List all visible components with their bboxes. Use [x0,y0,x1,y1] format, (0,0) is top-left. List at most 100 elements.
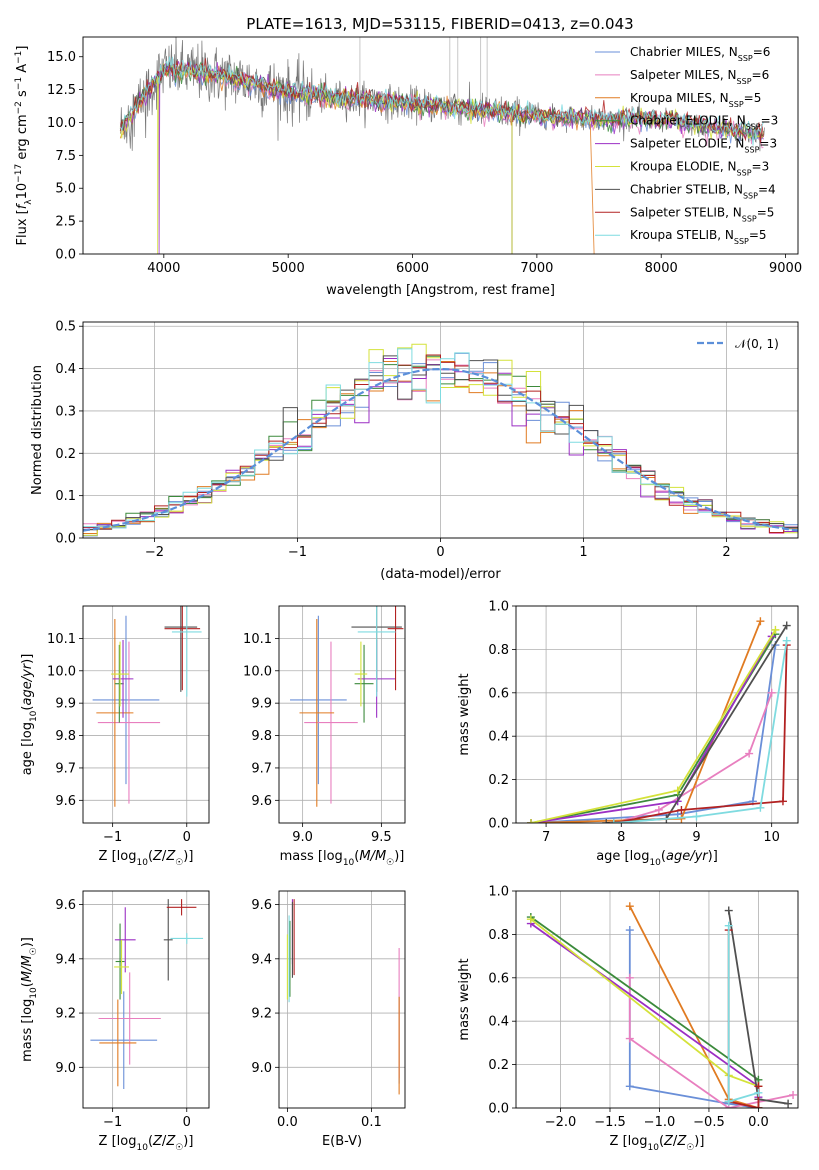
legend-entry: Kroupa STELIB, NSSP=5 [630,228,767,246]
label-part: Z [152,849,163,864]
x-tick-label: 7 [542,830,550,845]
x-tick-label: −1 [103,830,122,845]
label-part: SSP [737,168,752,177]
y-tick-label: 10.1 [47,632,76,647]
label-part: =6 [753,45,771,59]
label-part: Flux [ [15,209,30,245]
label-part: s [15,90,30,101]
x-axis-label: mass [log10(M/M☉)] [280,849,405,868]
label-part: mass [log [280,849,343,864]
label-part: / [162,1134,167,1149]
label-part: 10 [649,858,661,868]
x-tick-label: 0 [183,1115,191,1130]
y-tick-label: 0.1 [55,489,76,504]
weight-marker [673,786,682,795]
weight-line [628,930,759,1108]
weight-marker [602,819,611,823]
label-part: Z [676,1134,687,1149]
label-part: =5 [749,228,767,242]
label-part: 10 [29,987,39,999]
y-tick-label: 0.8 [488,643,509,658]
x-tick-label: 0 [183,830,191,845]
plot-area-z-mass [90,899,204,1090]
figure-title: PLATE=1613, MJD=53115, FIBERID=0413, z=0… [246,15,633,33]
y-tick-label: 15.0 [47,50,76,65]
label-part: ] [15,46,30,51]
y-axis-label: mass [log10(M/M☉)] [20,937,39,1062]
y-tick-label: 5.0 [55,182,76,197]
legend-entry: Salpeter STELIB, NSSP=5 [630,205,774,223]
label-part: )] [183,1134,193,1149]
y-tick-label: 1.0 [488,885,509,900]
y-tick-label: 0.0 [55,248,76,263]
label-part: ( [20,706,35,711]
label-part: ☉ [175,1143,183,1153]
y-tick-label: 0.4 [488,730,509,745]
y-axis-label: Flux [fλ10−17 erg cm−2 s−1 A−1] [14,46,34,246]
y-tick-label: 9.7 [251,761,272,776]
axes-frame-age-weight [515,605,799,824]
label-part: M/M [20,955,35,982]
label-part: age [log [596,849,649,864]
y-tick-label: 9.9 [55,697,76,712]
x-tick-label: −1.5 [594,1115,626,1130]
y-tick-label: 9.8 [251,729,272,744]
x-tick-label: −1 [103,1115,122,1130]
y-tick-label: 0.0 [55,532,76,547]
x-tick-label: 8 [617,830,625,845]
x-tick-label: 0 [436,545,444,560]
label-part: SSP [734,237,749,246]
y-tick-label: 2.5 [55,215,76,230]
axes-z-mass: −1 09.09.29.49.6Z [log10(Z/Z☉)]mass [log1… [20,890,210,1153]
y-tick-label: 9.4 [251,952,272,967]
weight-line [613,640,788,823]
label-part: f [15,202,30,209]
legend-entry: Chabrier ELODIE, NSSP=3 [630,114,778,132]
weight-marker [771,625,780,634]
y-tick-label: 9.6 [251,898,272,913]
plot-area-z-age [92,606,202,807]
weight-line [530,633,777,823]
label-part: Chabrier ELODIE, N [630,114,746,128]
x-axis-label: Z [log10(Z/Z☉)] [610,1134,705,1153]
weight-marker [526,915,535,924]
axes-frame-spectrum [82,36,799,255]
axes-spectrum: 4000 5000 6000 7000 8000 9000 0.0 2.5 5.0 7.5 10.0… [14,36,802,298]
axes-frame-z-weight [515,890,799,1109]
label-part: 10 [647,1143,659,1153]
y-tick-label: 0.4 [55,362,76,377]
weight-line [530,629,777,823]
weight-marker [609,819,618,823]
label-part: =3 [752,160,770,174]
x-tick-label: −2 [145,545,164,560]
label-part: 10 [136,1143,148,1153]
y-tick-label: 9.7 [55,761,76,776]
label-part: )] [20,654,35,664]
y-tick-label: 9.4 [55,952,76,967]
plot-area-z-weight [526,902,798,1108]
y-tick-label: 1.0 [488,600,509,615]
weight-marker [724,906,733,915]
label-part: Kroupa MILES, N [630,91,729,105]
y-tick-label: 9.0 [251,1061,272,1076]
label-part: M/M [359,849,386,864]
weight-marker [782,621,791,630]
label-part: erg cm [15,114,30,163]
label-part: Chabrier STELIB, N [630,182,743,196]
label-part: =3 [759,137,777,151]
x-tick-label: 9 [692,830,700,845]
weight-marker [677,805,686,814]
x-tick-label: −1.0 [644,1115,676,1130]
label-part: Salpeter ELODIE, N [630,137,744,151]
label-part: SSP [744,145,759,154]
x-tick-label: 2 [722,545,730,560]
y-axis-label: mass weight [457,673,472,755]
label-part: Chabrier MILES, N [630,45,738,59]
label-part: Z [log [99,849,137,864]
weight-marker [745,749,754,758]
label-part: SSP [746,122,761,131]
weight-marker [625,1082,634,1091]
y-tick-label: 12.5 [47,83,76,98]
